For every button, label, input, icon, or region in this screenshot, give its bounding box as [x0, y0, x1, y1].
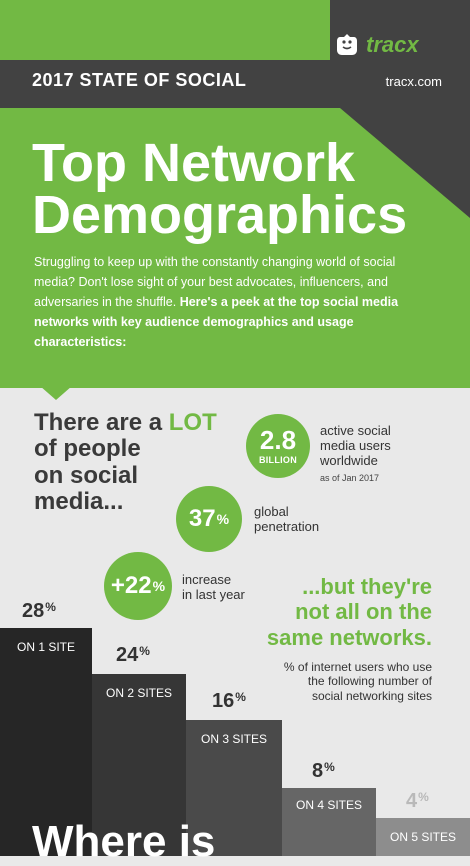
lot-line2: of people: [34, 435, 141, 463]
brand-logo[interactable]: tracx: [334, 30, 454, 60]
but-line: same networks.: [266, 624, 432, 650]
intro-part-2: Here's a peek at the top social media ne…: [34, 295, 399, 349]
lot-line1-b: LOT: [168, 409, 217, 436]
but-line: not all on the: [295, 599, 432, 625]
lot-line3: on social: [34, 461, 139, 489]
value-unit: %: [235, 690, 246, 704]
chart-caption: % of internet users who use the followin…: [232, 660, 432, 703]
value-number: 8: [312, 760, 324, 782]
lot-line4: media...: [34, 488, 124, 516]
intro-paragraph: Struggling to keep up with the constantl…: [34, 252, 406, 352]
stat-line: worldwide: [320, 452, 378, 468]
value-label-2: 24%: [116, 644, 150, 667]
stat-line: media users: [320, 437, 391, 453]
value-label-1: 28%: [22, 600, 56, 623]
value-unit: %: [45, 600, 56, 614]
bar-on-4-sites: ON 4 SITES: [282, 788, 376, 856]
caption-line: the following number of: [307, 674, 432, 689]
stat-note: as of Jan 2017: [320, 472, 380, 483]
bar-label: ON 4 SITES: [295, 798, 363, 812]
value-label-4: 8%: [312, 760, 335, 783]
top-green-band: [0, 0, 330, 60]
value-unit: %: [418, 790, 429, 804]
bar-label: ON 3 SITES: [200, 732, 268, 746]
stat-unit: %: [216, 511, 230, 527]
value-number: 28: [22, 600, 45, 622]
lot-of-people-heading: There are a LOT of people on social medi…: [34, 409, 217, 516]
next-section-title: Where is: [32, 817, 216, 866]
stat-unit: %: [152, 578, 166, 594]
gorilla-icon: [337, 34, 357, 55]
bar-label: ON 2 SITES: [105, 686, 173, 700]
stat-value: +22: [110, 572, 152, 599]
stat-circle-users: 2.8 BILLION: [246, 414, 310, 478]
stat-circle-penetration: 37%: [176, 486, 242, 552]
intro-part-1: Struggling to keep up with the constantl…: [34, 255, 396, 309]
value-unit: %: [139, 644, 150, 658]
not-all-same-networks-heading: ...but they're not all on the same netwo…: [232, 574, 432, 650]
header-bar: [0, 60, 470, 108]
value-number: 4: [406, 790, 418, 812]
stat-line: penetration: [254, 518, 320, 534]
hero-pointer: [40, 386, 72, 400]
value-number: 24: [116, 644, 139, 666]
stat-circle-increase: +22%: [104, 552, 172, 620]
main-title-line-1: Top Network: [32, 133, 355, 193]
value-label-5: 4%: [406, 790, 429, 813]
bar-on-1-site: ON 1 SITE: [0, 628, 92, 856]
stat-value: 37: [188, 505, 216, 532]
bar-label: ON 1 SITE: [16, 640, 75, 654]
stat-unit: BILLION: [258, 455, 298, 465]
caption-line: % of internet users who use: [283, 660, 432, 674]
value-unit: %: [324, 760, 335, 774]
stat-line: active social: [320, 423, 391, 438]
stat-line: global: [254, 504, 289, 519]
main-title-line-2: Demographics: [32, 185, 408, 245]
state-of-social-title: 2017 STATE OF SOCIAL: [32, 70, 247, 90]
bar-on-5-sites: ON 5 SITES: [376, 818, 470, 856]
stat-text-increase: increase in last year: [182, 572, 302, 603]
hero-panel: [0, 108, 470, 388]
bar-label: ON 5 SITES: [389, 830, 457, 844]
value-number: 16: [212, 690, 235, 712]
logo-text: tracx: [366, 32, 419, 57]
bar-on-2-sites: ON 2 SITES: [92, 674, 186, 856]
value-label-3: 16%: [212, 690, 246, 713]
but-line: ...but they're: [302, 574, 432, 599]
site-link[interactable]: tracx.com: [385, 74, 442, 89]
stat-line: in last year: [182, 586, 245, 602]
stat-value: 2.8: [259, 425, 297, 455]
bar-on-3-sites: ON 3 SITES: [186, 720, 282, 856]
lot-line1-a: There are a: [34, 409, 169, 436]
caption-line: social networking sites: [311, 688, 432, 703]
stat-text-penetration: global penetration: [254, 504, 374, 535]
stat-text-users: active social media users worldwide as o…: [320, 423, 440, 483]
stat-line: increase: [182, 572, 232, 587]
